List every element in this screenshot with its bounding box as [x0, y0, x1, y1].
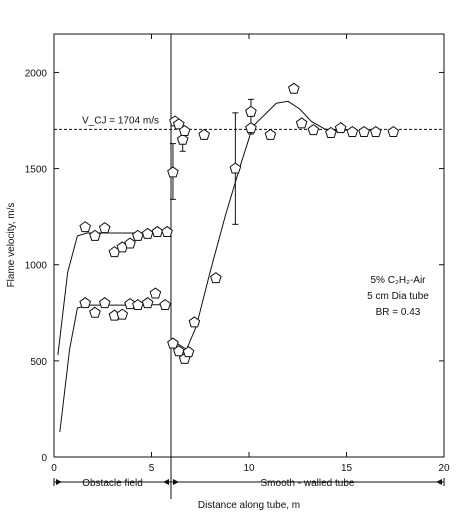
- data-point-s3-p1: [172, 345, 185, 357]
- legend-mixture: 5% C₂H₂-Air: [371, 275, 427, 286]
- y-tick-label-0: 0: [41, 453, 47, 464]
- region-label-0: Obstacle field: [82, 478, 143, 489]
- data-point-s1-p0: [79, 297, 92, 309]
- data-point-s2-p7: [245, 122, 257, 134]
- x-axis-title: Distance along tube, m: [198, 500, 300, 511]
- data-point-s0-p8: [151, 225, 164, 237]
- data-point-s0-p2: [98, 222, 111, 234]
- legend-tube: 5 cm Dia tube: [367, 291, 429, 302]
- region-label-1: Smooth - walled tube: [261, 478, 355, 489]
- data-point-s1-p7: [141, 297, 154, 309]
- data-point-s3-p5: [210, 272, 222, 284]
- data-point-s2-p6: [245, 105, 257, 117]
- data-point-s2-p11: [307, 124, 320, 136]
- data-point-s2-p3: [176, 133, 189, 145]
- data-point-s3-p0: [167, 337, 179, 349]
- y-tick-label-2: 1000: [25, 261, 48, 272]
- annotation-layer: 5% C₂H₂-Air 5 cm Dia tube BR = 0.43 Dist…: [6, 203, 429, 511]
- data-point-s0-p9: [161, 225, 173, 237]
- data-point-s2-p14: [346, 125, 359, 138]
- data-point-s0-p0: [79, 221, 92, 233]
- data-point-s0-p6: [132, 229, 144, 241]
- data-point-s2-p16: [369, 125, 382, 138]
- data-point-s1-p8: [149, 287, 162, 299]
- data-point-s2-p9: [288, 82, 300, 94]
- data-point-s2-p13: [334, 122, 347, 134]
- data-point-s2-p10: [295, 117, 308, 129]
- data-point-s2-p8: [264, 128, 277, 140]
- data-point-s2-p12: [325, 126, 337, 138]
- data-point-s3-p6: [229, 162, 242, 174]
- data-point-s2-p15: [358, 125, 370, 138]
- data-point-s2-p4: [178, 124, 191, 137]
- region-arrow-right-1: [436, 479, 442, 485]
- x-tick-label-0: 0: [51, 463, 57, 474]
- data-point-s2-p5: [198, 128, 210, 140]
- plot-layer: 0 500 1000 1500 2000 0 5 10 15 20 V_CJ = 1704 m/s O…: [25, 33, 450, 499]
- y-tick-label-4: 2000: [25, 68, 48, 79]
- data-point-s0-p7: [141, 227, 154, 239]
- data-point-s1-p1: [89, 306, 101, 318]
- data-point-s3-p4: [188, 316, 201, 328]
- vcj-label: V_CJ = 1704 m/s: [82, 115, 159, 126]
- legend-br: BR = 0.43: [376, 307, 421, 318]
- y-axis-title: Flame velocity, m/s: [6, 203, 17, 288]
- data-point-s2-p17: [387, 125, 400, 138]
- data-point-s2-p0: [167, 166, 179, 178]
- data-point-s1-p6: [132, 298, 144, 311]
- region-arrow-left-1: [173, 479, 179, 485]
- data-point-s1-p4: [116, 308, 129, 320]
- x-tick-label-1: 5: [149, 463, 155, 474]
- x-tick-label-3: 15: [341, 463, 353, 474]
- region-arrow-right-0: [163, 479, 169, 485]
- data-point-s1-p9: [159, 298, 171, 311]
- data-point-s1-p2: [98, 297, 111, 309]
- data-point-s3-p3: [182, 346, 195, 358]
- data-point-s0-p5: [124, 237, 136, 249]
- plot-frame: [53, 33, 445, 458]
- trend-curve-1: [59, 304, 171, 433]
- y-tick-label-3: 1500: [25, 165, 48, 176]
- data-point-s0-p1: [89, 229, 101, 241]
- trend-curve-2: [172, 100, 355, 351]
- region-arrow-left-0: [56, 479, 62, 485]
- data-point-s2-p2: [172, 118, 185, 130]
- x-tick-label-2: 10: [243, 463, 255, 474]
- y-tick-label-1: 500: [30, 357, 47, 368]
- x-tick-label-4: 20: [438, 463, 450, 474]
